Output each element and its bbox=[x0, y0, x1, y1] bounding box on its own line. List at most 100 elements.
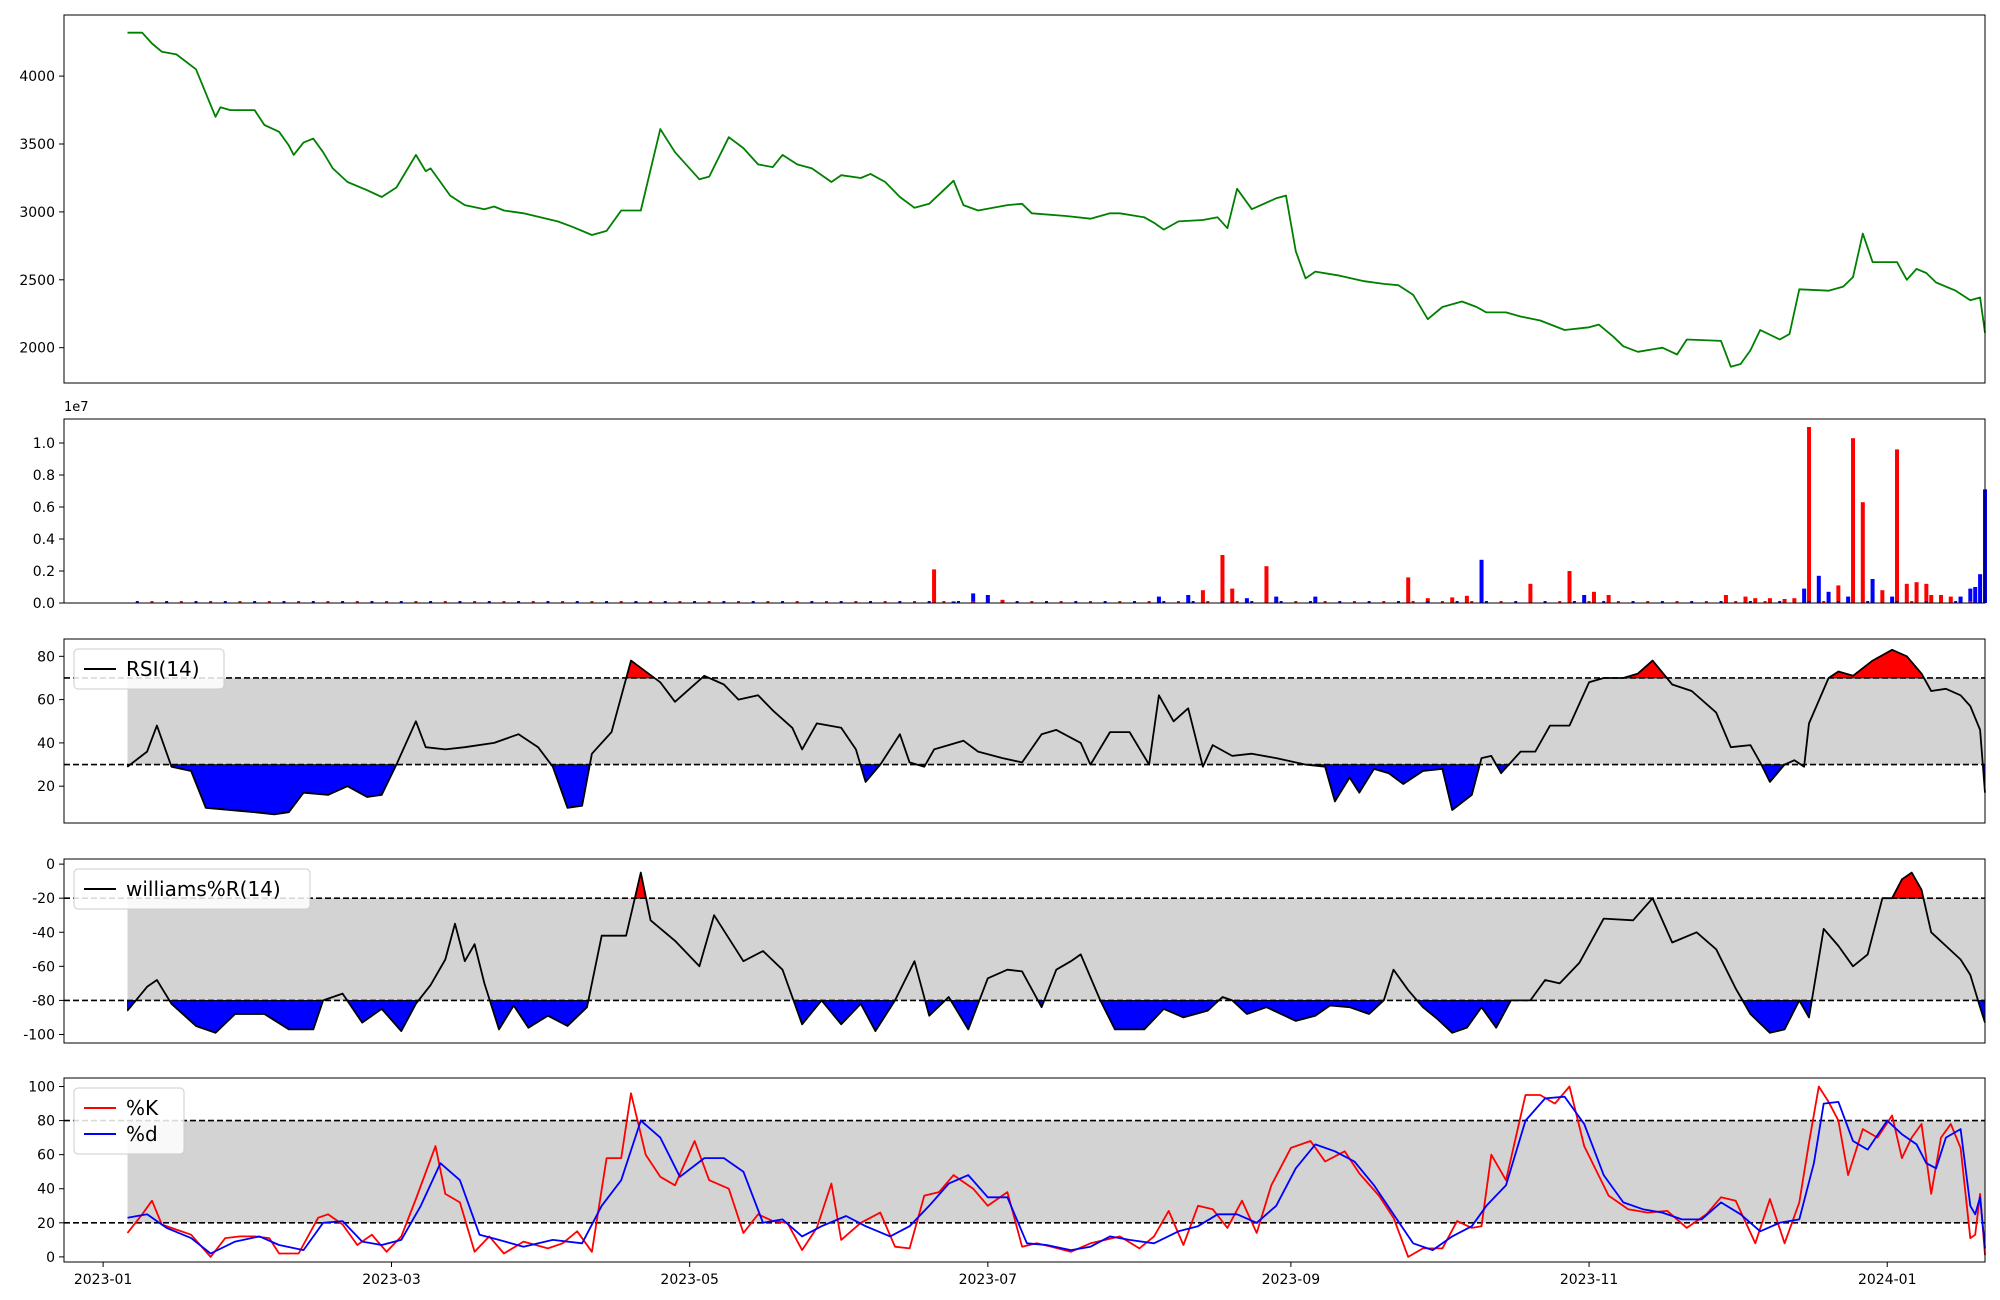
volume-bar-small bbox=[575, 601, 579, 603]
volume-bar-small bbox=[209, 601, 213, 603]
rsi-ytick-label: 60 bbox=[37, 693, 55, 709]
volume-bar-small bbox=[179, 601, 183, 603]
volume-bar-small bbox=[297, 601, 301, 603]
volume-bar-small bbox=[194, 601, 198, 603]
stochastic-ytick-label: 0 bbox=[46, 1250, 55, 1266]
volume-bar-small bbox=[1088, 601, 1092, 603]
volume-bar-small bbox=[502, 601, 506, 603]
x-tick-label: 2024-01 bbox=[1858, 1272, 1917, 1288]
williams-axes-frame bbox=[63, 858, 1986, 1044]
volume-bar bbox=[1978, 574, 1983, 603]
volume-bar-small bbox=[1734, 601, 1738, 603]
volume-bar-small bbox=[1206, 601, 1210, 603]
rsi-legend-label: RSI(14) bbox=[126, 657, 200, 681]
volume-bar bbox=[932, 569, 937, 603]
stochastic-legend-label: %K bbox=[126, 1096, 159, 1120]
volume-bar-small bbox=[1602, 601, 1606, 603]
volume-bar bbox=[1244, 598, 1249, 603]
williams-ytick-label: 0 bbox=[46, 857, 55, 873]
volume-bar bbox=[1425, 598, 1430, 603]
volume-bar bbox=[1606, 595, 1611, 603]
volume-bar-small bbox=[693, 601, 697, 603]
volume-bar-small bbox=[1895, 601, 1899, 603]
volume-ytick-label: 1.0 bbox=[33, 436, 55, 452]
price-ytick-label: 4000 bbox=[19, 69, 55, 85]
volume-bar bbox=[951, 601, 956, 603]
volume-bar-small bbox=[1910, 601, 1914, 603]
volume-bar-small bbox=[1132, 601, 1136, 603]
volume-bar-small bbox=[839, 601, 843, 603]
volume-ytick-label: 0.6 bbox=[33, 500, 55, 516]
volume-bar-small bbox=[135, 601, 139, 603]
volume-bar-small bbox=[165, 601, 169, 603]
volume-bar bbox=[1836, 585, 1841, 603]
volume-bar bbox=[1723, 595, 1728, 603]
volume-bar-small bbox=[1279, 601, 1283, 603]
volume-bar-small bbox=[429, 601, 433, 603]
williams-ytick-label: -80 bbox=[32, 993, 55, 1009]
volume-bar-small bbox=[1059, 601, 1063, 603]
volume-bar bbox=[1450, 597, 1455, 603]
volume-bar-small bbox=[1147, 601, 1151, 603]
volume-bar-small bbox=[1001, 601, 1005, 603]
volume-offset-label: 1e7 bbox=[64, 400, 89, 415]
volume-bar-small bbox=[355, 601, 359, 603]
volume-bar-small bbox=[1396, 601, 1400, 603]
volume-bar-small bbox=[927, 601, 931, 603]
volume-bar bbox=[1767, 598, 1772, 603]
price-ytick-label: 2000 bbox=[19, 341, 55, 357]
stochastic-band-shade bbox=[127, 1120, 1985, 1223]
volume-bar-small bbox=[1426, 601, 1430, 603]
volume-bar bbox=[1313, 596, 1318, 603]
volume-bar-small bbox=[458, 601, 462, 603]
volume-bar-small bbox=[1748, 601, 1752, 603]
rsi-series-line-0 bbox=[126, 648, 1986, 816]
volume-bar-small bbox=[561, 601, 565, 603]
volume-bar-small bbox=[971, 601, 975, 603]
stochastic-ytick-label: 20 bbox=[37, 1216, 55, 1232]
volume-bar-small bbox=[1690, 601, 1694, 603]
stochastic-legend bbox=[73, 1087, 185, 1155]
volume-bar-small bbox=[1792, 601, 1796, 603]
volume-bar-small bbox=[1118, 601, 1122, 603]
volume-bar bbox=[1230, 588, 1235, 603]
volume-bar-small bbox=[1440, 601, 1444, 603]
price-axes-frame bbox=[63, 14, 1986, 384]
stochastic-axes-frame bbox=[63, 1077, 1986, 1263]
price-series-line-0 bbox=[127, 31, 1986, 368]
volume-bar-small bbox=[751, 601, 755, 603]
volume-bar bbox=[985, 595, 990, 603]
volume-bar-small bbox=[1382, 601, 1386, 603]
volume-bar-small bbox=[1514, 601, 1518, 603]
volume-bar-small bbox=[443, 601, 447, 603]
volume-bar bbox=[1200, 590, 1205, 603]
volume-bar-small bbox=[1367, 601, 1371, 603]
price-ytick-label: 3500 bbox=[19, 137, 55, 153]
volume-bar bbox=[1929, 595, 1934, 603]
volume-bar bbox=[1958, 596, 1963, 603]
volume-bar bbox=[1870, 579, 1875, 603]
volume-bar-small bbox=[282, 601, 286, 603]
volume-bar-small bbox=[1939, 601, 1943, 603]
volume-bar-small bbox=[1411, 601, 1415, 603]
price-ytick-label: 2500 bbox=[19, 273, 55, 289]
volume-bar-small bbox=[1587, 601, 1591, 603]
volume-bar-small bbox=[1499, 601, 1503, 603]
volume-bar bbox=[1904, 583, 1909, 603]
x-tick-label: 2023-11 bbox=[1560, 1272, 1619, 1288]
x-tick-label: 2023-09 bbox=[1262, 1272, 1321, 1288]
rsi-ytick-label: 40 bbox=[37, 736, 55, 752]
volume-bar-small bbox=[1866, 601, 1870, 603]
volume-bar-small bbox=[1103, 601, 1107, 603]
stochastic-panel: 0 20 40 60 80 100 %K%d 2023-01 2023-03 2023-05 202… bbox=[28, 1077, 1986, 1288]
volume-bar-small bbox=[1484, 601, 1488, 603]
volume-bar-small bbox=[1528, 601, 1532, 603]
volume-bar bbox=[1816, 575, 1821, 603]
volume-bar-small bbox=[1543, 601, 1547, 603]
volume-bar-small bbox=[869, 601, 873, 603]
williams-ytick-label: -60 bbox=[32, 959, 55, 975]
volume-bar bbox=[1802, 588, 1807, 603]
rsi-band-shade bbox=[127, 677, 1985, 765]
volume-bar-small bbox=[1044, 601, 1048, 603]
